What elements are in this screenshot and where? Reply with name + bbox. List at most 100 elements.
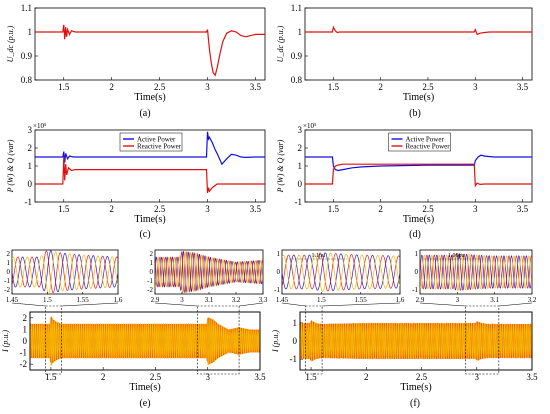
zoom-x-tick-label: 3 xyxy=(180,296,184,304)
y-tick-label: 0 xyxy=(23,336,28,346)
legend-entry: Active Power xyxy=(406,135,445,143)
zoom-y-tick-label: 0 xyxy=(150,268,154,276)
x-tick-label: 2.5 xyxy=(422,204,434,214)
x-axis-label: Time(s) xyxy=(134,214,165,225)
zoom-connector xyxy=(11,302,46,307)
zoom-phase-c xyxy=(420,253,532,291)
panel-d: 1.5 2 2.5 3 3.5 -1 0 1 2 3 Time(s) P (W) & Q (var) ×… xyxy=(276,122,533,240)
x-tick-label: 3 xyxy=(475,372,480,382)
x-tick-label: 2.5 xyxy=(416,372,428,382)
zoom-x-tick-label: 3.1 xyxy=(205,296,214,304)
y-axis-label: P (W) & Q (var) xyxy=(6,139,15,193)
y-tick-label: 2 xyxy=(23,313,28,323)
y-tick-label: 0 xyxy=(28,179,33,189)
y-tick-label: 3 xyxy=(298,125,303,135)
zoom-x-tick-label: 2.9 xyxy=(151,296,160,304)
y-tick-label: 1 xyxy=(23,324,28,334)
zoom-phase-b xyxy=(420,253,532,291)
zoom-connector xyxy=(61,302,119,307)
panel-caption: (c) xyxy=(139,229,150,240)
x-tick-label: 2 xyxy=(378,82,383,92)
zoom-x-tick-label: 3.1 xyxy=(490,296,499,304)
zoom-y-tick-label: 0 xyxy=(7,268,11,276)
zoom-x-tick-label: 1.55 xyxy=(77,296,90,304)
y-tick-label: 1.1 xyxy=(291,3,302,13)
zoom-x-tick-label: 3 xyxy=(456,296,460,304)
zoom-annotation: 1.1pu xyxy=(312,253,326,259)
zoom-y-tick-label: -1 xyxy=(147,277,153,285)
x-axis-label: Time(s) xyxy=(134,92,165,103)
x-tick-label: 2.5 xyxy=(154,82,166,92)
x-tick-label: 3 xyxy=(205,204,210,214)
zoom-phase-a xyxy=(12,250,118,293)
x-tick-label: 3 xyxy=(205,82,210,92)
y-tick-label: -1 xyxy=(25,197,33,207)
panel-a: 1.5 2 2.5 3 3.5 0.8 0.9 1 1.1 Time(s) U_dc (p.u.) (… xyxy=(6,3,266,119)
zoom-x-tick-label: 1.45 xyxy=(276,296,289,304)
y-tick-label: 0.9 xyxy=(291,51,303,61)
zoom-connector xyxy=(498,302,533,307)
y-tick-label: 3 xyxy=(28,125,33,135)
zoom-x-tick-label: 3.3 xyxy=(259,296,268,304)
panel-f: 1.5 2 2.5 3 3.5 -1 0 1 Time(s) I (p.u.) 1.45 1.5 1.5… xyxy=(271,249,538,409)
zoom-connector xyxy=(322,302,401,307)
zoom-phase-c xyxy=(12,251,118,294)
y-tick-label: 0.8 xyxy=(291,75,303,85)
zoom-inset: 1.45 1.5 1.55 1.6 1 0 -1 1.1pu xyxy=(274,249,405,375)
x-tick-label: 3.5 xyxy=(517,204,529,214)
plot-frame-top xyxy=(29,311,261,371)
x-tick-label: 2 xyxy=(378,204,383,214)
x-tick-label: 1.5 xyxy=(58,204,70,214)
zoom-inset: 2.9 3 3.1 3.2 1 0 -1 1.06pu xyxy=(412,249,537,375)
panel-b: 1.5 2 2.5 3 3.5 0.8 0.9 1 1.1 Time(s) U_dc (p.u.) (… xyxy=(276,3,533,119)
x-tick-label: 1.5 xyxy=(58,82,70,92)
y-axis-label: P (W) & Q (var) xyxy=(276,139,285,193)
y-tick-label: -1 xyxy=(290,354,298,364)
y-tick-label: 0.8 xyxy=(21,75,33,85)
y-axis-label: U_dc (p.u.) xyxy=(276,25,285,62)
y-tick-label: 1 xyxy=(298,27,303,37)
y-tick-label: 0.9 xyxy=(21,51,33,61)
y-tick-label: -2 xyxy=(20,359,28,369)
zoom-connector xyxy=(281,302,306,307)
zoom-y-tick-label: 0 xyxy=(277,268,281,276)
zoom-region-box xyxy=(45,305,62,375)
zoom-x-tick-label: 3.2 xyxy=(528,296,537,304)
zoom-region-box xyxy=(305,305,323,375)
zoom-x-tick-label: 1.55 xyxy=(355,296,368,304)
x-tick-label: 1.5 xyxy=(45,372,57,382)
series-line-0 xyxy=(305,25,532,36)
axis-exponent: ×10⁵ xyxy=(33,122,47,130)
zoom-y-tick-label: 1 xyxy=(277,250,281,258)
y-axis-label: I (p.u.) xyxy=(271,330,280,353)
plot-frame-top xyxy=(299,311,533,371)
y-tick-label: 1 xyxy=(298,161,303,171)
panel-caption: (b) xyxy=(409,108,421,119)
x-tick-label: 3 xyxy=(205,372,210,382)
phase-current-c xyxy=(30,317,260,367)
x-tick-label: 3.5 xyxy=(250,82,262,92)
zoom-y-tick-label: 2 xyxy=(150,250,154,258)
series-line-reactive-power xyxy=(35,156,265,194)
zoom-x-tick-label: 3.2 xyxy=(232,296,241,304)
y-tick-label: 0 xyxy=(293,336,298,346)
zoom-connector xyxy=(154,302,198,307)
axis-exponent: ×10⁵ xyxy=(303,122,317,130)
zoom-region-box xyxy=(465,305,500,375)
zoom-phase-a xyxy=(420,253,532,291)
x-tick-label: 1.5 xyxy=(305,372,317,382)
zoom-x-tick-label: 1.45 xyxy=(6,296,19,304)
zoom-annotation: 1.06pu xyxy=(448,253,465,259)
x-tick-label: 3 xyxy=(473,82,478,92)
zoom-y-tick-label: -1 xyxy=(412,286,418,294)
y-tick-label: -1 xyxy=(295,197,303,207)
x-tick-label: 3.5 xyxy=(526,372,538,382)
zoom-phase-c xyxy=(282,252,400,292)
y-axis-label: U_dc (p.u.) xyxy=(6,25,15,62)
zoom-x-tick-label: 1.6 xyxy=(396,296,405,304)
y-tick-label: 2 xyxy=(298,143,303,153)
x-tick-label: 2.5 xyxy=(150,372,162,382)
